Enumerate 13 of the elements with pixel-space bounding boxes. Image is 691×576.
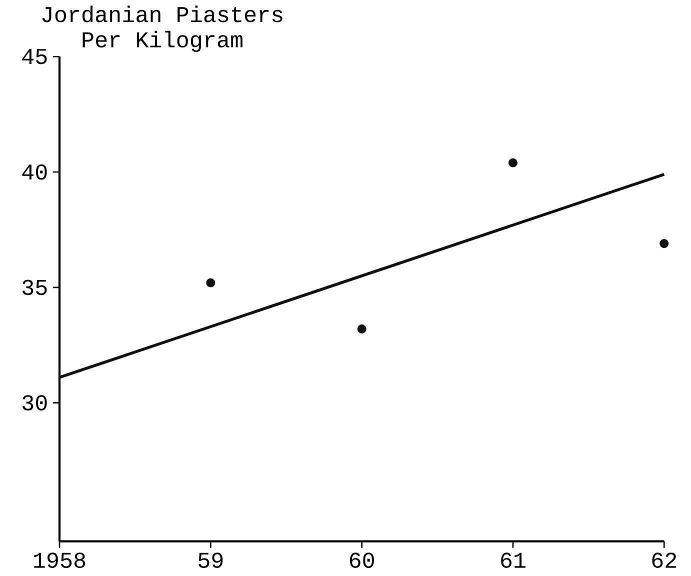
x-tick-label: 59 — [198, 552, 223, 568]
y-tick-label: 45 — [22, 49, 47, 64]
x-tick-label: 1958 — [34, 552, 86, 568]
y-tick-label: 30 — [22, 395, 47, 411]
point — [508, 158, 518, 168]
y-tick-label: 35 — [22, 280, 47, 296]
x-tick-label: 60 — [350, 552, 374, 568]
point — [206, 278, 216, 288]
x-tick-label: 61 — [501, 552, 526, 568]
point — [660, 239, 669, 248]
x-tick-label: 62 — [652, 552, 676, 568]
point — [357, 324, 366, 334]
y-tick-label: 40 — [22, 164, 47, 180]
